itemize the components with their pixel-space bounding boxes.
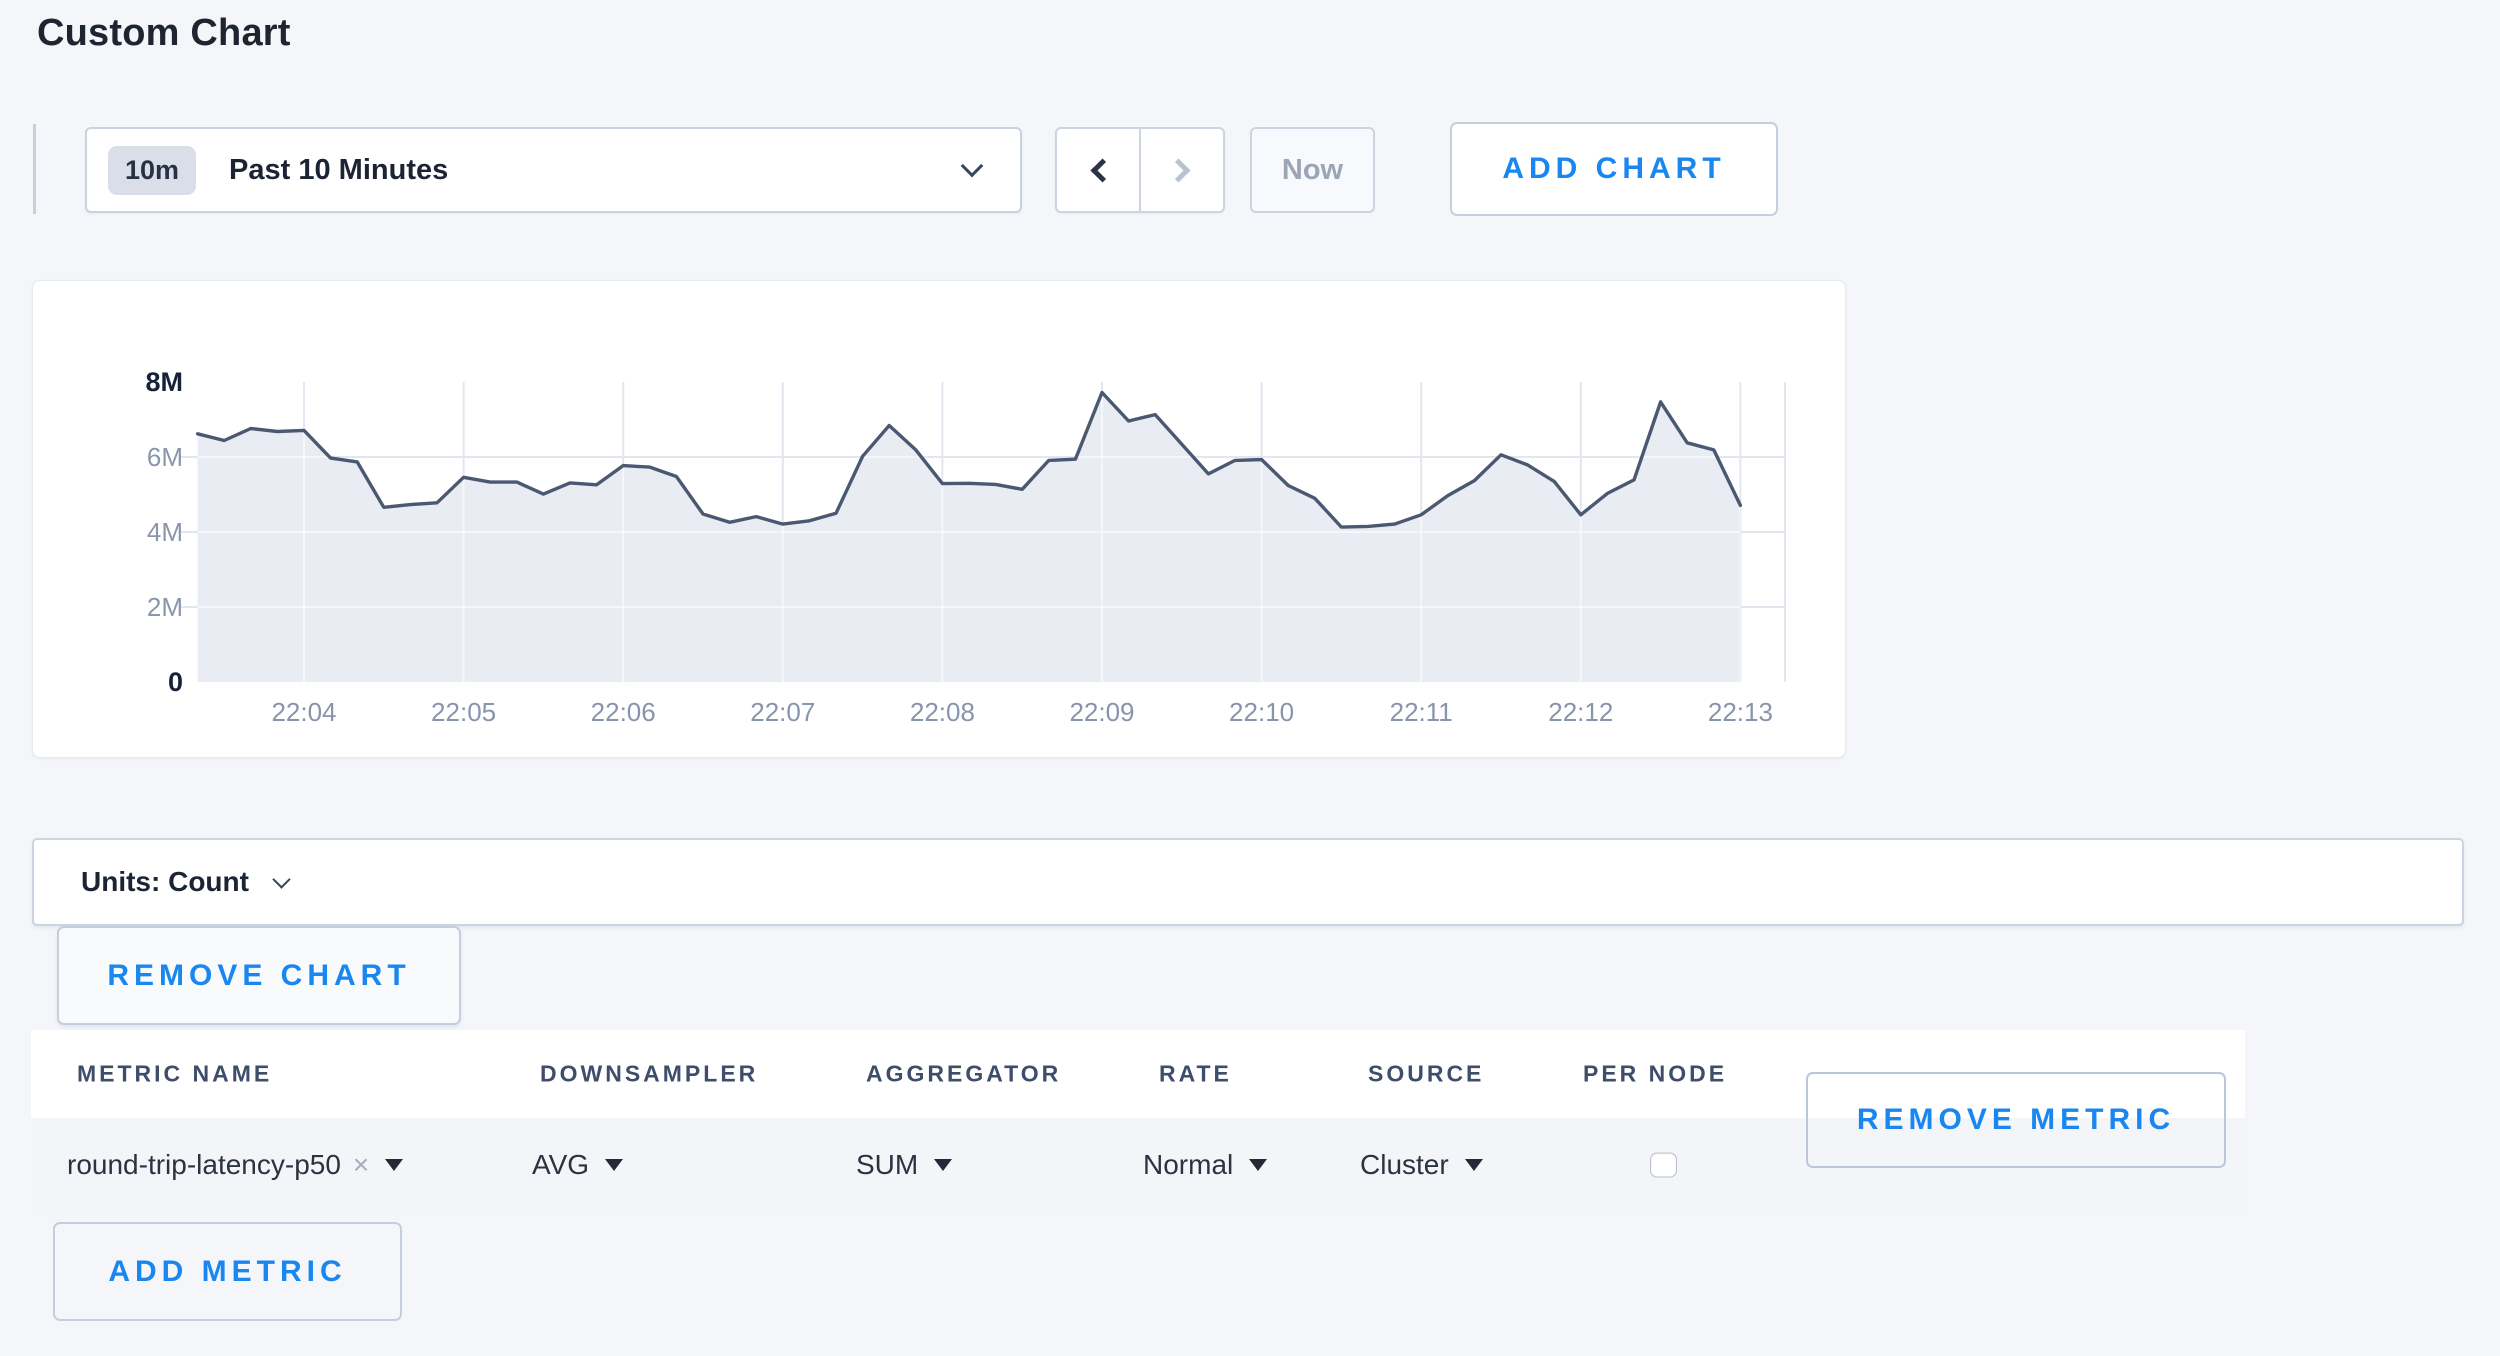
svg-text:22:05: 22:05 bbox=[431, 697, 496, 727]
svg-text:22:12: 22:12 bbox=[1548, 697, 1613, 727]
toolbar-divider bbox=[33, 124, 36, 214]
chart-card: 8M 6M 4M 2M 0 22:04 22:05 22:06 22:07 22:08 22:09 2… bbox=[32, 280, 1846, 758]
caret-down-icon bbox=[1249, 1159, 1268, 1171]
svg-text:22:10: 22:10 bbox=[1229, 697, 1294, 727]
svg-text:0: 0 bbox=[168, 667, 183, 697]
chevron-right-icon bbox=[1165, 157, 1191, 183]
chevron-down-icon bbox=[272, 869, 291, 889]
metric-area-chart: 8M 6M 4M 2M 0 22:04 22:05 22:06 22:07 22:08 22:09 2… bbox=[145, 367, 1786, 727]
chevron-down-icon bbox=[960, 154, 984, 178]
svg-text:22:07: 22:07 bbox=[750, 697, 815, 727]
column-header-aggregator: AGGREGATOR bbox=[866, 1060, 1062, 1087]
svg-text:22:09: 22:09 bbox=[1069, 697, 1134, 727]
metric-name-dropdown[interactable]: round-trip-latency-p50 × bbox=[67, 1149, 404, 1181]
svg-text:4M: 4M bbox=[147, 517, 183, 547]
caret-down-icon bbox=[385, 1159, 404, 1171]
aggregator-dropdown[interactable]: SUM bbox=[856, 1149, 953, 1181]
downsampler-dropdown[interactable]: AVG bbox=[532, 1149, 624, 1181]
svg-text:22:06: 22:06 bbox=[591, 697, 656, 727]
time-range-badge: 10m bbox=[108, 145, 197, 195]
next-time-button[interactable] bbox=[1141, 129, 1223, 211]
metrics-table-header: METRIC NAME DOWNSAMPLER AGGREGATOR RATE … bbox=[31, 1030, 2245, 1118]
rate-dropdown[interactable]: Normal bbox=[1143, 1149, 1268, 1181]
chevron-left-icon bbox=[1089, 157, 1115, 183]
units-label: Units: Count bbox=[81, 866, 249, 897]
units-dropdown[interactable]: Units: Count bbox=[32, 838, 2464, 926]
add-chart-button[interactable]: ADD CHART bbox=[1450, 122, 1778, 216]
svg-text:22:08: 22:08 bbox=[910, 697, 975, 727]
source-dropdown[interactable]: Cluster bbox=[1360, 1149, 1483, 1181]
svg-text:22:04: 22:04 bbox=[271, 697, 336, 727]
column-header-metric-name: METRIC NAME bbox=[77, 1060, 273, 1087]
svg-text:6M: 6M bbox=[147, 442, 183, 472]
caret-down-icon bbox=[605, 1159, 624, 1171]
column-header-per-node: PER NODE bbox=[1583, 1060, 1728, 1087]
source-value: Cluster bbox=[1360, 1149, 1449, 1180]
close-icon[interactable]: × bbox=[352, 1149, 370, 1180]
per-node-checkbox[interactable] bbox=[1650, 1152, 1677, 1178]
remove-chart-button[interactable]: REMOVE CHART bbox=[57, 926, 461, 1025]
metric-row: round-trip-latency-p50 × AVG SUM Normal … bbox=[31, 1072, 2245, 1212]
column-header-source: SOURCE bbox=[1368, 1060, 1485, 1087]
svg-text:8M: 8M bbox=[145, 367, 183, 397]
time-nav-arrows bbox=[1055, 127, 1225, 213]
column-header-downsampler: DOWNSAMPLER bbox=[540, 1060, 759, 1087]
svg-text:22:11: 22:11 bbox=[1390, 697, 1453, 727]
svg-text:2M: 2M bbox=[147, 592, 183, 622]
metric-name-value: round-trip-latency-p50 bbox=[67, 1149, 341, 1180]
now-button[interactable]: Now bbox=[1250, 127, 1375, 213]
caret-down-icon bbox=[934, 1159, 953, 1171]
svg-text:22:13: 22:13 bbox=[1708, 697, 1773, 727]
caret-down-icon bbox=[1464, 1159, 1483, 1171]
rate-value: Normal bbox=[1143, 1149, 1234, 1180]
column-header-rate: RATE bbox=[1159, 1060, 1232, 1087]
aggregator-value: SUM bbox=[856, 1149, 919, 1180]
downsampler-value: AVG bbox=[532, 1149, 590, 1180]
prev-time-button[interactable] bbox=[1057, 129, 1141, 211]
time-range-label: Past 10 Minutes bbox=[229, 153, 449, 186]
page-title: Custom Chart bbox=[37, 12, 291, 54]
time-range-selector[interactable]: 10m Past 10 Minutes bbox=[85, 127, 1022, 213]
add-metric-button[interactable]: ADD METRIC bbox=[53, 1222, 402, 1321]
remove-metric-button[interactable]: REMOVE METRIC bbox=[1806, 1072, 2226, 1168]
